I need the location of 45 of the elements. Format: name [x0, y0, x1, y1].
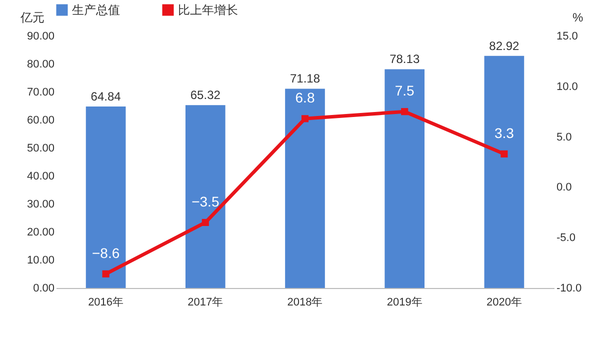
y-tick-label: 30.00 — [26, 198, 54, 210]
y2-tick-label: 15.0 — [556, 30, 578, 42]
legend-label: 比上年增长 — [178, 3, 238, 17]
data-label: 82.92 — [489, 38, 520, 53]
y-tick-label: 10.00 — [26, 254, 54, 266]
x-tick-label: 2020年 — [486, 296, 522, 308]
data-label: 71.18 — [290, 72, 320, 86]
x-tick-label: 2016年 — [88, 296, 124, 308]
x-tick-label: 2019年 — [386, 296, 422, 308]
data-label: 78.13 — [390, 52, 420, 66]
bar — [185, 105, 226, 288]
point — [301, 115, 309, 122]
y-tick-label: 60.00 — [26, 114, 54, 126]
data-label: 3.3 — [494, 124, 514, 141]
legend-label: 生产总值 — [72, 3, 120, 17]
y-tick-label: 20.00 — [26, 226, 54, 238]
data-label: −8.6 — [92, 244, 120, 261]
point — [102, 270, 110, 278]
bar — [484, 56, 524, 288]
y-tick-label: 0.00 — [33, 282, 54, 294]
y2-tick-label: 10.0 — [556, 80, 578, 93]
point — [401, 108, 408, 116]
data-label: −3.5 — [192, 193, 220, 210]
x-tick-label: 2017年 — [188, 296, 224, 308]
y2-tick-label: 0.0 — [556, 182, 572, 194]
y2-tick-label: -5.0 — [556, 232, 576, 244]
y-tick-label: 80.00 — [26, 58, 54, 70]
bar — [285, 88, 325, 288]
x-tick-label: 2018年 — [287, 296, 323, 308]
data-label: 6.8 — [295, 90, 315, 106]
y-tick-label: 50.00 — [26, 142, 54, 154]
data-label: 65.32 — [190, 88, 221, 102]
y-tick-label: 40.00 — [26, 170, 54, 182]
y-tick-label: 90.00 — [26, 30, 54, 42]
point — [202, 218, 209, 226]
y-axis-title: 亿元 — [20, 10, 44, 24]
bar — [86, 106, 126, 288]
y2-tick-label: -10.0 — [556, 282, 582, 294]
y2-axis-title: % — [572, 10, 584, 24]
data-label: 7.5 — [394, 82, 415, 99]
y2-tick-label: 5.0 — [556, 131, 572, 144]
point — [500, 150, 508, 158]
data-label: 64.84 — [90, 89, 122, 104]
y-tick-label: 70.00 — [26, 86, 54, 98]
bar — [384, 69, 425, 288]
